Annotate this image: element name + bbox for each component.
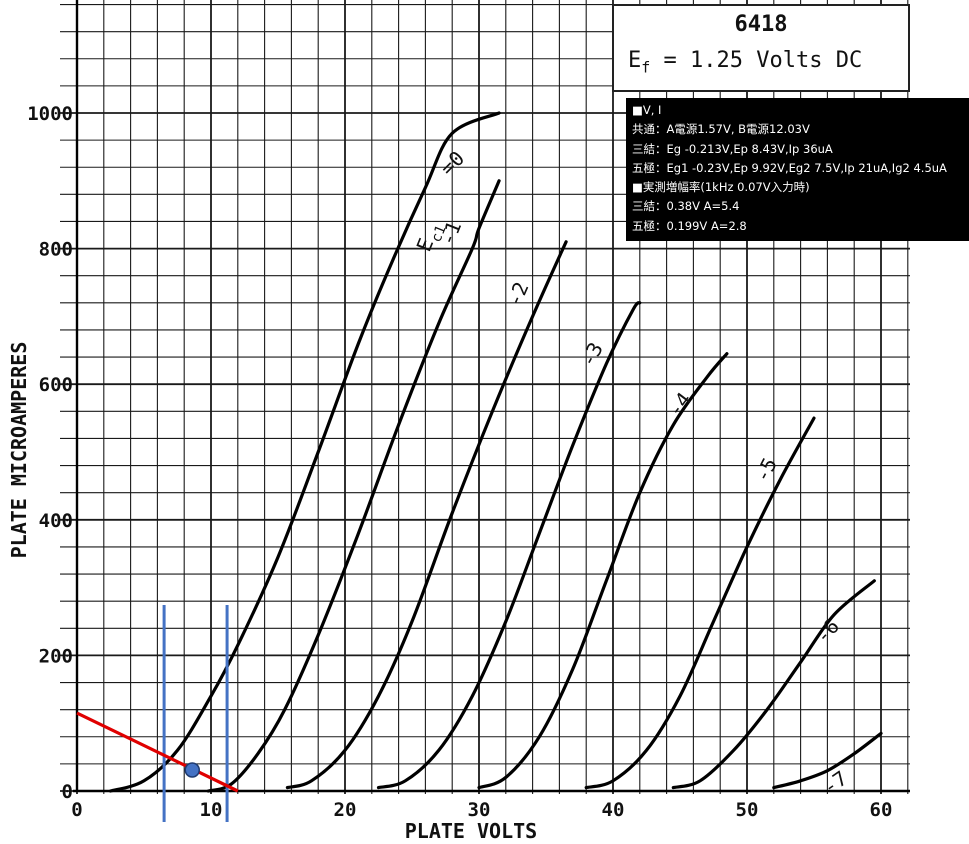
note-line: 三結：0.38V A=5.4 bbox=[632, 199, 740, 214]
curve-label: -2 bbox=[502, 278, 534, 310]
y-axis-title: PLATE MICROAMPERES bbox=[7, 342, 31, 559]
load-line bbox=[76, 711, 239, 793]
curve-ec1 bbox=[584, 416, 816, 790]
note-line: 五極：Eg1 -0.23V,Ep 9.92V,Eg2 7.5V,Ip 21uA,… bbox=[632, 160, 947, 175]
y-tick-label: 800 bbox=[39, 239, 73, 261]
ef-subscript: f bbox=[641, 58, 651, 77]
note-line: ■V, I bbox=[632, 103, 662, 117]
chart-annotations bbox=[76, 605, 239, 822]
y-tick-label: 1000 bbox=[27, 103, 73, 125]
x-tick-label: 20 bbox=[334, 799, 357, 821]
y-tick-label: 200 bbox=[39, 645, 73, 667]
measurement-notes: ■V, I 共通：A電源1.57V, B電源12.03V 三結：Eg -0.21… bbox=[626, 98, 969, 241]
x-tick-label: 0 bbox=[71, 799, 82, 821]
ef-value: = 1.25 Volts DC bbox=[650, 48, 863, 73]
y-tick-label: 400 bbox=[39, 510, 73, 532]
curve-label: -3 bbox=[575, 338, 608, 371]
curve-ec1 bbox=[477, 352, 729, 790]
note-line: 共通：A電源1.57V, B電源12.03V bbox=[632, 122, 810, 137]
x-tick-label: 60 bbox=[870, 799, 893, 821]
curve-ec1 bbox=[285, 240, 568, 790]
y-tick-label: 600 bbox=[39, 374, 73, 396]
curve-ec1 bbox=[376, 301, 642, 790]
curve-ec1 bbox=[206, 179, 501, 793]
note-line: 五極：0.199V A=2.8 bbox=[632, 218, 747, 233]
curve-ec1 bbox=[108, 111, 501, 793]
curve-ec1 bbox=[671, 579, 876, 790]
curve-label: -5 bbox=[750, 454, 782, 486]
note-line: 三結：Eg -0.213V,Ep 8.43V,Ip 36uA bbox=[632, 141, 833, 156]
x-tick-label: 30 bbox=[468, 799, 491, 821]
y-tick-label: 0 bbox=[62, 781, 73, 803]
x-tick-label: 50 bbox=[736, 799, 759, 821]
tube-title-box: 6418 Ef = 1.25 Volts DC bbox=[612, 4, 910, 92]
x-axis-title: PLATE VOLTS bbox=[405, 819, 537, 843]
operating-point bbox=[184, 762, 200, 778]
x-tick-label: 40 bbox=[602, 799, 625, 821]
chart-grid bbox=[60, 0, 910, 794]
tube-model: 6418 bbox=[734, 12, 788, 37]
curve-label: -4 bbox=[662, 388, 696, 422]
chart-curves bbox=[108, 111, 883, 793]
ec1-subscript: c1 bbox=[428, 223, 449, 245]
ef-symbol: E bbox=[628, 48, 642, 73]
filament-voltage: Ef = 1.25 Volts DC bbox=[628, 48, 862, 76]
note-line: ■実測増幅率(1kHz 0.07V入力時) bbox=[632, 180, 810, 195]
x-tick-label: 10 bbox=[200, 799, 223, 821]
curve-ec1 bbox=[772, 731, 883, 790]
